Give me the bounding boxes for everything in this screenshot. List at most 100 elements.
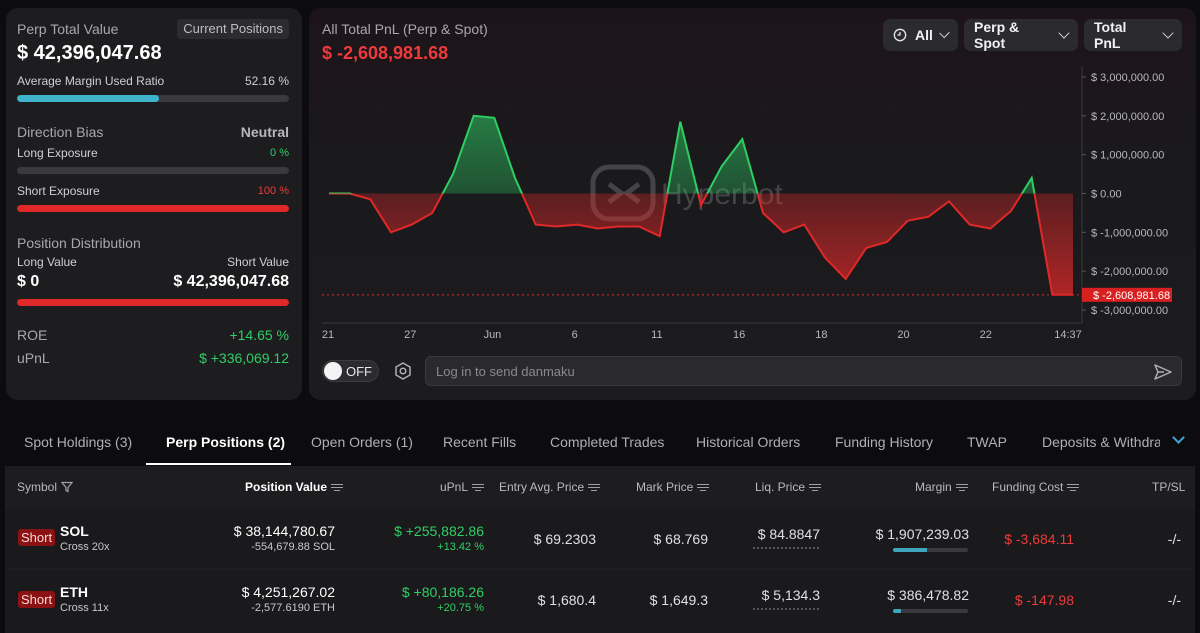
x-tick-label: 14:37 [1054, 329, 1082, 341]
perp-total-value: $ 42,396,047.68 [17, 42, 162, 64]
leverage: Cross 20x [60, 541, 110, 553]
toggle-knob [324, 362, 342, 380]
metric-value: Total PnL [1094, 19, 1127, 51]
col-position-value-label: Position Value [245, 480, 328, 494]
sort-icon [331, 483, 344, 492]
col-position-value[interactable]: Position Value [245, 480, 344, 494]
long-exposure-bar [17, 167, 289, 174]
x-tick-label: 21 [322, 329, 334, 341]
pnl-line-negative [329, 193, 1073, 296]
tab-recent-fills[interactable]: Recent Fills [443, 434, 517, 450]
y-tick-label: $ -3,000,000.00 [1091, 305, 1168, 317]
margin-ratio-label: Average Margin Used Ratio [17, 74, 165, 88]
tpsl-value[interactable]: -/- [1167, 592, 1181, 608]
metric-dropdown[interactable]: Total PnL [1084, 19, 1182, 51]
tab-historical-orders[interactable]: Historical Orders [696, 434, 801, 450]
short-exposure-bar [17, 205, 289, 212]
direction-bias-label: Direction Bias [17, 124, 104, 140]
col-symbol-label: Symbol [17, 480, 58, 494]
position-distribution-label: Position Distribution [17, 235, 141, 251]
short-value: $ 42,396,047.68 [173, 273, 289, 290]
chevron-down-icon [1172, 431, 1185, 444]
long-exposure-label: Long Exposure [17, 146, 98, 160]
mark-price: $ 1,649.3 [649, 592, 708, 608]
col-tpsl-label: TP/SL [1152, 480, 1186, 494]
position-value: $ 4,251,267.02 [241, 584, 335, 600]
filter-icon[interactable] [61, 481, 74, 493]
x-axis-ticks: 21 27 Jun 6 11 16 18 20 22 14:37 [322, 329, 1082, 341]
long-value-label: Long Value [17, 255, 77, 269]
margin-fill [893, 548, 927, 552]
col-margin[interactable]: Margin [915, 480, 968, 494]
tab-twap[interactable]: TWAP [967, 434, 1007, 450]
upnl-value: $ +80,186.26 [401, 584, 484, 600]
summary-panel: Perp Total Value Current Positions $ 42,… [6, 8, 302, 400]
pnl-area-negative [329, 193, 1073, 295]
time-range-value: All [914, 27, 933, 43]
sort-icon [1067, 483, 1080, 492]
tab-completed-trades[interactable]: Completed Trades [550, 434, 665, 450]
upnl-percent: +20.75 % [437, 602, 484, 614]
send-icon[interactable] [1153, 362, 1173, 382]
danmaku-placeholder: Log in to send danmaku [436, 364, 575, 379]
market-dropdown[interactable]: Perp & Spot [964, 19, 1078, 51]
current-value-tag-text: $ -2,608,981.68 [1093, 290, 1170, 302]
liq-distance-indicator [753, 547, 819, 549]
short-value-label: Short Value [227, 255, 289, 269]
margin-ratio-value: 52.16 % [244, 74, 289, 88]
margin-value: $ 1,907,239.03 [875, 526, 969, 542]
x-tick-label: 11 [651, 329, 662, 341]
tab-open-orders[interactable]: Open Orders (1) [311, 434, 413, 450]
pnl-chart[interactable]: Hyperbot $ 3,000,000.00$ 2,000,000.00$ 1… [309, 8, 1196, 353]
position-size: -554,679.88 SOL [251, 541, 335, 553]
table-row[interactable] [5, 570, 1195, 633]
margin-ratio-fill [17, 95, 159, 102]
short-exposure-value: 100 % [257, 185, 289, 197]
danmaku-toggle-label: OFF [346, 364, 372, 379]
liq-distance-indicator [753, 608, 819, 610]
pnl-current-value: $ -2,608,981.68 [322, 43, 449, 63]
x-tick-label: 27 [404, 329, 416, 341]
tab-deposits-withdrawals[interactable]: Deposits & Withdraw [1042, 434, 1160, 450]
y-tick-label: $ 3,000,000.00 [1091, 72, 1164, 84]
margin-value: $ 386,478.82 [887, 587, 969, 603]
mark-price: $ 68.769 [653, 531, 709, 547]
col-liq-price[interactable]: Liq. Price [755, 480, 822, 494]
col-funding-cost-label: Funding Cost [992, 480, 1064, 494]
pnl-chart-title: All Total PnL (Perp & Spot) [322, 21, 488, 37]
col-entry-price-label: Entry Avg. Price [499, 480, 585, 494]
x-tick-label: 20 [897, 329, 909, 341]
y-tick-label: $ 2,000,000.00 [1091, 111, 1164, 123]
col-funding-cost[interactable]: Funding Cost [992, 480, 1080, 494]
tab-perp-positions[interactable]: Perp Positions (2) [166, 434, 286, 450]
symbol-name[interactable]: SOL [60, 523, 89, 539]
danmaku-input[interactable]: Log in to send danmaku [425, 356, 1182, 386]
funding-cost: $ -3,684.11 [1004, 531, 1074, 547]
col-symbol[interactable]: Symbol [17, 480, 74, 494]
tab-spot-holdings[interactable]: Spot Holdings (3) [24, 434, 133, 450]
tab-funding-history[interactable]: Funding History [835, 434, 934, 450]
roe-label: ROE [17, 327, 48, 343]
position-size: -2,577.6190 ETH [251, 602, 335, 614]
y-axis-ticks: $ 3,000,000.00 $ 2,000,000.00 $ 1,000,000.… [1082, 72, 1168, 317]
table-row[interactable] [5, 508, 1195, 568]
x-tick-label: 18 [815, 329, 827, 341]
col-mark-price[interactable]: Mark Price [636, 480, 710, 494]
upnl-value: $ +336,069.12 [199, 350, 289, 366]
margin-bar [893, 548, 968, 552]
funding-cost: $ -147.98 [1014, 592, 1074, 608]
position-distribution-bar [17, 299, 289, 306]
y-tick-label: $ -2,000,000.00 [1091, 266, 1168, 278]
danmaku-toggle[interactable]: OFF [322, 360, 379, 382]
upnl-value: $ +255,882.86 [394, 523, 484, 539]
y-tick-label: $ -1,000,000.00 [1091, 227, 1168, 239]
current-positions-button[interactable]: Current Positions [177, 19, 289, 39]
x-tick-label: 6 [572, 329, 578, 341]
tpsl-value[interactable]: -/- [1167, 531, 1181, 547]
time-range-dropdown[interactable]: All [883, 19, 958, 51]
symbol-name[interactable]: ETH [60, 584, 88, 600]
col-entry-price[interactable]: Entry Avg. Price [499, 480, 601, 494]
col-upnl[interactable]: uPnL [440, 480, 485, 494]
tabs-expand-button[interactable] [1166, 428, 1192, 454]
danmaku-settings-icon[interactable] [393, 361, 413, 381]
